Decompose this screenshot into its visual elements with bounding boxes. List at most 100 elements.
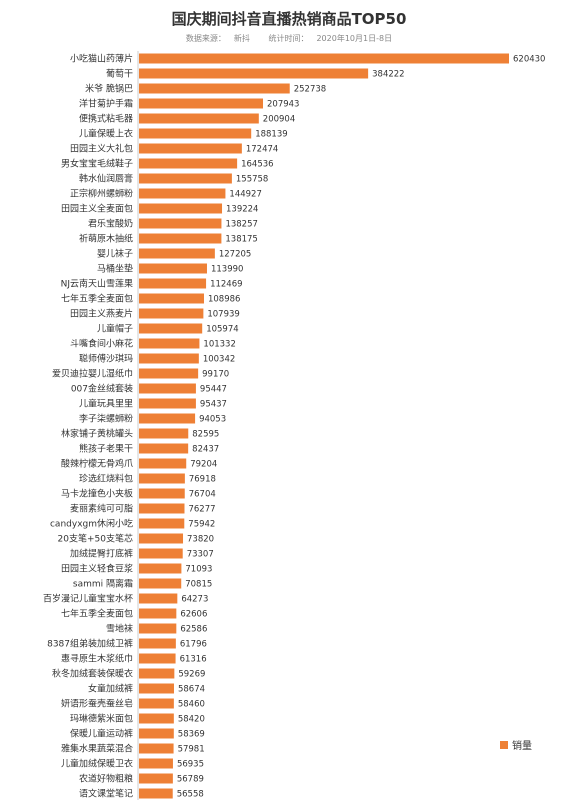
- bar: [139, 128, 252, 139]
- category-label: 玛琳德紫米面包: [70, 713, 133, 725]
- bar: [139, 203, 223, 214]
- bar: [139, 143, 242, 154]
- value-label: 76704: [189, 490, 216, 500]
- bar: [139, 713, 174, 724]
- category-label: 马桶坐垫: [97, 263, 133, 275]
- bar: [139, 368, 199, 379]
- value-label: 56935: [177, 760, 204, 770]
- category-label: 男女宝宝毛绒鞋子: [61, 158, 133, 170]
- category-label: 女童加绒裤: [88, 683, 133, 695]
- category-label: 爱贝迪拉婴儿湿纸巾: [52, 368, 133, 380]
- value-label: 73820: [187, 535, 214, 545]
- value-label: 82437: [192, 445, 219, 455]
- value-label: 58420: [178, 715, 205, 725]
- category-label: 聪师傅沙琪玛: [79, 353, 133, 365]
- category-label: 秋冬加绒套装保暖衣: [52, 668, 133, 680]
- bar: [139, 188, 226, 199]
- bar: [139, 428, 189, 439]
- bar: [139, 728, 174, 739]
- category-label: 农道好物粗粮: [79, 773, 133, 785]
- value-label: 71093: [185, 565, 212, 575]
- category-label: 儿童玩具里里: [79, 398, 133, 410]
- value-label: 155758: [236, 175, 268, 185]
- value-label: 113990: [211, 265, 243, 275]
- chart-title: 国庆期间抖音直播热销商品TOP50: [171, 10, 407, 28]
- category-label: 惠寻原生木浆纸巾: [61, 653, 133, 665]
- category-label: 雪地袜: [106, 623, 133, 635]
- category-label: 林家铺子黄桃罐头: [61, 428, 133, 440]
- bar: [139, 503, 185, 514]
- category-label: 加绒提臀打底裤: [70, 548, 133, 560]
- category-label: 百岁漫记儿童宝宝水杯: [43, 593, 133, 605]
- bar: [139, 563, 182, 574]
- value-label: 58674: [178, 685, 205, 695]
- value-label: 188139: [255, 130, 287, 140]
- value-label: 79204: [190, 460, 217, 470]
- category-label: 8387组弟装加绒卫裤: [47, 638, 133, 650]
- value-label: 101332: [203, 340, 235, 350]
- bar: [139, 473, 185, 484]
- value-label: 62586: [180, 625, 207, 635]
- category-label: 七年五季全麦面包: [61, 608, 133, 620]
- category-label: 七年五季全麦面包: [61, 293, 133, 305]
- value-label: 58369: [178, 730, 205, 740]
- bar: [139, 308, 204, 319]
- value-label: 95437: [200, 400, 227, 410]
- value-label: 620430: [513, 55, 545, 65]
- bar: [139, 413, 196, 424]
- value-label: 56789: [177, 775, 204, 785]
- category-label: 君乐宝酸奶: [88, 218, 133, 230]
- value-label: 100342: [203, 355, 235, 365]
- bar: [139, 548, 183, 559]
- value-label: 64273: [181, 595, 208, 605]
- bar: [139, 293, 204, 304]
- value-label: 207943: [267, 100, 299, 110]
- legend-label: 销量: [512, 739, 532, 752]
- bar: [139, 383, 196, 394]
- bar: [139, 323, 203, 334]
- value-label: 61316: [180, 655, 207, 665]
- source-info: 数据来源： 新抖: [182, 34, 254, 43]
- bar: [139, 518, 185, 529]
- value-label: 94053: [199, 415, 226, 425]
- category-label: 007金丝绒套装: [71, 383, 133, 395]
- chart-subtitle: 数据来源： 新抖 统计时间： 2020年10月1日-8日: [0, 33, 578, 44]
- legend: 销量: [500, 739, 532, 752]
- category-label: 语文课堂笔记: [79, 788, 133, 800]
- bar: [139, 218, 222, 229]
- value-label: 58460: [178, 700, 205, 710]
- value-label: 76277: [188, 505, 215, 515]
- category-label: 田园主义燕麦片: [70, 308, 133, 320]
- bar: [139, 278, 207, 289]
- bar: [139, 623, 177, 634]
- category-label: NJ云南天山雪莲果: [61, 278, 133, 290]
- category-label: 米爷 脆锅巴: [85, 83, 133, 95]
- value-label: 62606: [180, 610, 207, 620]
- bar: [139, 488, 185, 499]
- value-label: 139224: [226, 205, 258, 215]
- category-label: 便携式粘毛器: [79, 113, 133, 125]
- category-label: 斗嘴食间小麻花: [70, 338, 133, 350]
- category-label: 儿童帽子: [97, 323, 133, 335]
- category-label: 妍语形蚕壳蚕丝皂: [61, 698, 133, 710]
- bar: [139, 533, 184, 544]
- bar: [139, 758, 173, 769]
- bar: [139, 158, 238, 169]
- category-label: 正宗柳州螺蛳粉: [70, 188, 133, 200]
- category-label: 马卡龙撞色小夹板: [61, 488, 133, 500]
- bar: [139, 578, 182, 589]
- value-label: 127205: [219, 250, 251, 260]
- category-label: 婴儿袜子: [97, 248, 133, 260]
- value-label: 70815: [185, 580, 212, 590]
- value-label: 107939: [207, 310, 239, 320]
- legend-swatch: [500, 741, 508, 749]
- value-label: 56558: [177, 790, 204, 800]
- period-info: 统计时间： 2020年10月1日-8日: [264, 34, 396, 43]
- bar: [139, 638, 176, 649]
- category-label: 儿童加绒保暖卫衣: [61, 758, 133, 770]
- value-label: 95447: [200, 385, 227, 395]
- source-value: 新抖: [233, 34, 250, 43]
- value-label: 57981: [178, 745, 205, 755]
